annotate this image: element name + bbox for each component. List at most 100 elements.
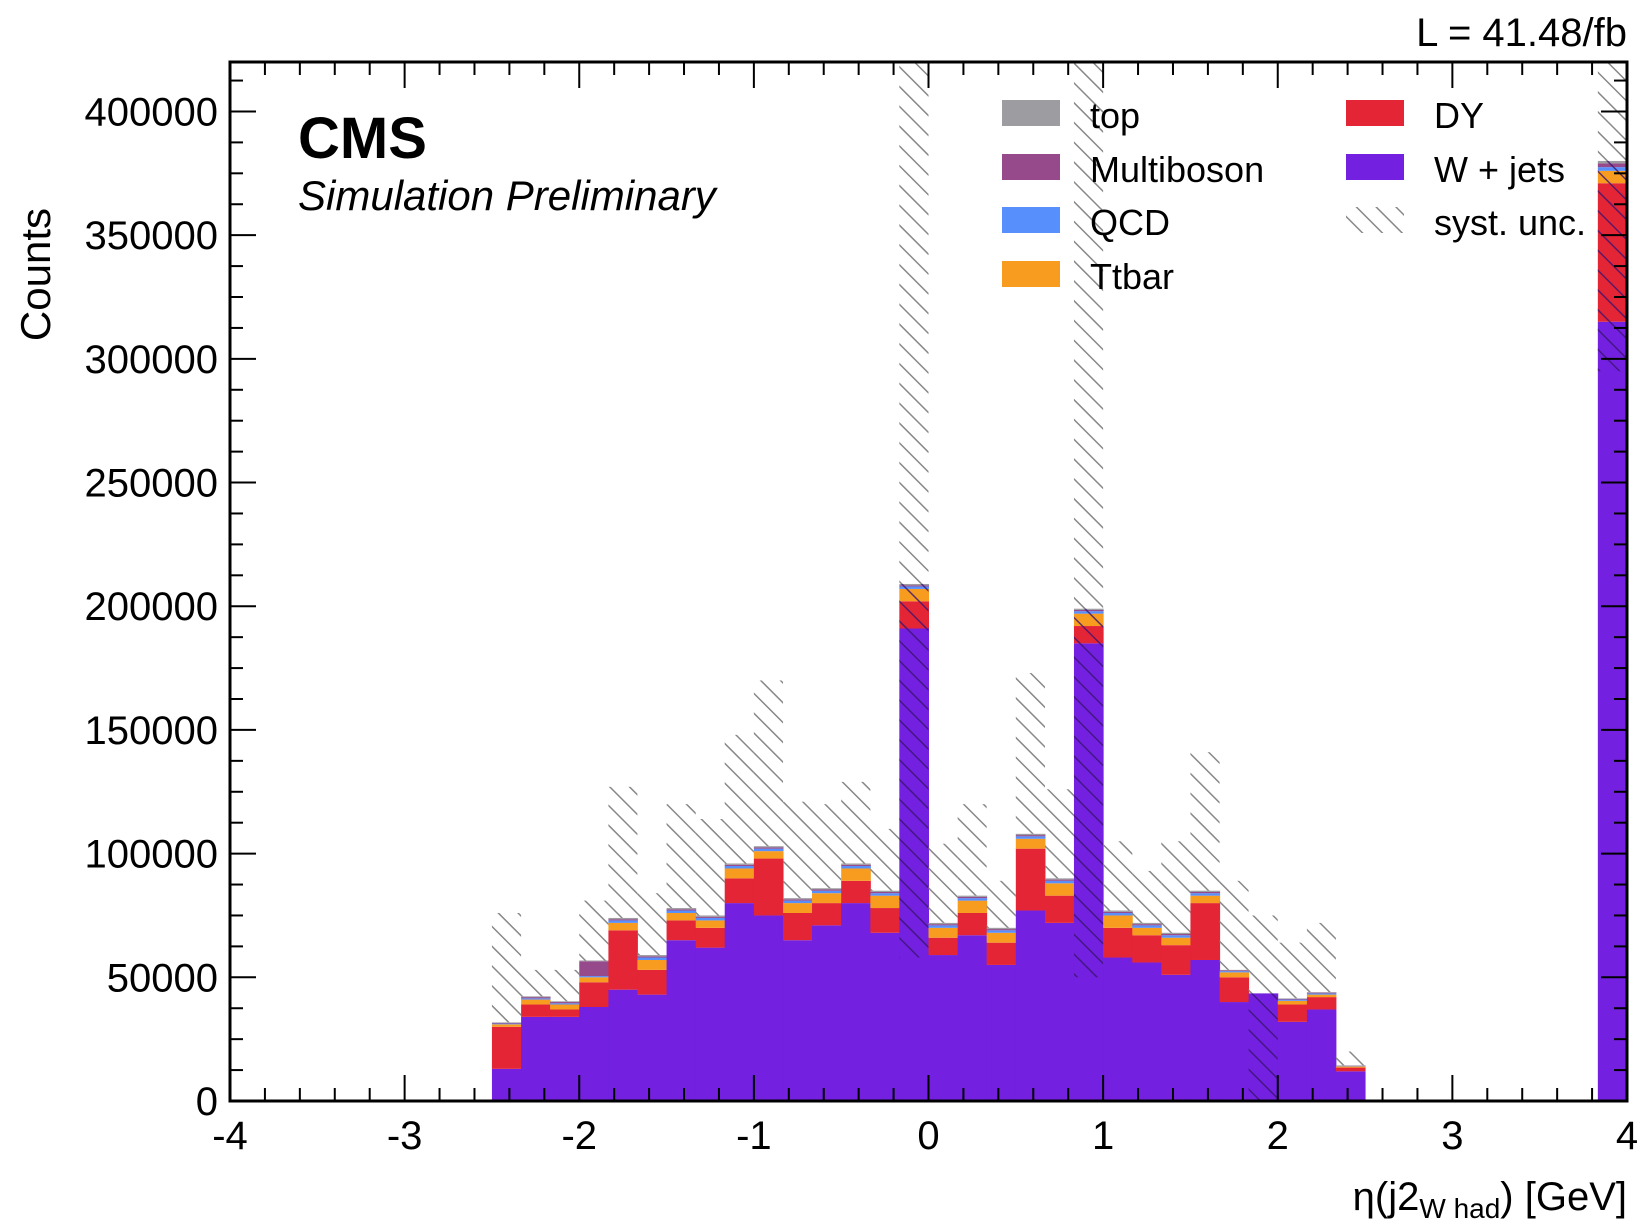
y-axis-label: Counts [12, 208, 59, 341]
bar-w-jets-bin-19 [1044, 922, 1075, 1101]
legend-swatch-1 [1002, 154, 1060, 180]
bar-multiboson-bin-3 [579, 961, 609, 977]
bar-w-jets-bin-22 [1132, 962, 1162, 1101]
syst-unc-lower-bin-20 [1073, 608, 1104, 978]
syst-unc-upper-bin-9 [753, 680, 784, 847]
bar-multiboson-bin-10 [783, 899, 813, 901]
bar-top-bin-1 [521, 996, 551, 998]
syst-unc-upper-bin-20 [1073, 62, 1104, 609]
bar-dy-bin-0 [491, 1026, 522, 1069]
y-tick-label: 400000 [85, 90, 218, 134]
bar-multiboson-bin-21 [1103, 911, 1133, 913]
bar-dy-bin-8 [724, 878, 755, 904]
syst-unc-upper-bin-1 [521, 969, 551, 997]
bar-w-jets-bin-9 [753, 915, 784, 1101]
bar-w-jets-bin-24 [1190, 959, 1221, 1101]
legend-label: Ttbar [1090, 256, 1174, 297]
syst-unc-upper-bin-24 [1190, 752, 1220, 891]
bar-w-jets-bin-7 [695, 947, 726, 1101]
syst-unc-upper-bin-13 [870, 828, 900, 891]
bar-ttbar-bin-29 [1335, 1066, 1366, 1068]
syst-unc-upper-bin-4 [608, 786, 638, 918]
legend-label: DY [1434, 95, 1484, 136]
legend: top Multiboson QCD Ttbar DY W + jets syst. unc… [1002, 95, 1586, 297]
bar-top-bin-16 [957, 895, 988, 897]
bar-dy-bin-29 [1335, 1067, 1366, 1072]
bar-ttbar-bin-15 [928, 927, 959, 938]
bar-ttbar-bin-27 [1277, 1000, 1308, 1005]
bar-qcd-bin-25 [1219, 971, 1250, 973]
bar-ttbar-bin-1 [521, 999, 551, 1005]
bar-qcd-bin-5 [637, 957, 668, 960]
bar-qcd-bin-9 [753, 848, 784, 852]
syst-unc-upper-bin-8 [724, 734, 754, 864]
x-axis-label: η(j2W had) [GeV] [1353, 1175, 1627, 1224]
x-tick-label: 1 [1092, 1114, 1114, 1158]
bar-multiboson-bin-6 [666, 909, 697, 911]
syst-unc-upper-bin-27 [1277, 942, 1307, 999]
bar-top-bin-15 [928, 922, 959, 925]
bar-multiboson-bin-13 [870, 891, 900, 894]
legend-label: QCD [1090, 202, 1170, 243]
bar-multiboson-bin-2 [550, 1002, 580, 1004]
bar-multiboson-bin-0 [491, 1022, 522, 1024]
bar-multiboson-bin-4 [608, 919, 638, 921]
bar-w-jets-bin-29 [1335, 1071, 1366, 1101]
bar-dy-bin-10 [783, 912, 813, 941]
bar-qcd-bin-21 [1103, 912, 1133, 916]
bar-qcd-bin-13 [870, 893, 900, 896]
bar-top-bin-10 [783, 898, 813, 900]
bar-w-jets-bin-8 [724, 903, 755, 1101]
bar-qcd-bin-2 [550, 1003, 580, 1005]
syst-unc-layer [491, 62, 1627, 1101]
bar-ttbar-bin-0 [491, 1024, 522, 1027]
bar-multiboson-bin-17 [986, 929, 1017, 931]
bar-top-bin-7 [695, 915, 726, 917]
bar-dy-bin-25 [1219, 977, 1250, 1003]
bar-w-jets-bin-13 [870, 932, 900, 1101]
axes-layer: -4 -3 -2 -1 0 1 2 3 4 0 50000 100000 150000 200000 250… [85, 60, 1638, 1158]
bar-w-jets-bin-2 [550, 1016, 580, 1101]
bar-ttbar-bin-22 [1132, 927, 1162, 936]
legend-label: syst. unc. [1434, 202, 1586, 243]
x-tick-label: -1 [736, 1114, 772, 1158]
syst-unc-upper-bin-5 [637, 893, 667, 956]
bar-top-bin-4 [608, 917, 638, 920]
syst-unc-upper-bin-23 [1161, 841, 1191, 933]
syst-unc-lower-bin-14 [899, 583, 929, 958]
bar-ttbar-bin-17 [986, 932, 1017, 943]
bar-w-jets-bin-23 [1161, 974, 1191, 1101]
bar-w-jets-bin-11 [812, 925, 842, 1101]
syst-unc-upper-bin-2 [550, 969, 580, 1002]
bar-dy-bin-16 [957, 912, 988, 936]
bar-top-bin-13 [870, 890, 900, 892]
bar-top-bin-17 [986, 927, 1017, 930]
bar-ttbar-bin-24 [1190, 895, 1221, 904]
y-tick-label: 200000 [85, 585, 218, 629]
bar-multiboson-bin-24 [1190, 891, 1221, 894]
bar-dy-bin-7 [695, 927, 726, 948]
bar-w-jets-bin-25 [1219, 1002, 1250, 1101]
bar-w-jets-bin-18 [1015, 910, 1046, 1101]
bar-multiboson-bin-11 [812, 889, 842, 891]
bar-w-jets-bin-17 [986, 964, 1017, 1101]
bar-qcd-bin-24 [1190, 893, 1221, 896]
bar-multiboson-bin-5 [637, 956, 668, 958]
bar-qcd-bin-10 [783, 900, 813, 904]
bar-qcd-bin-12 [841, 865, 871, 869]
bar-qcd-bin-15 [928, 925, 959, 928]
bar-qcd-bin-7 [695, 917, 726, 921]
bar-dy-bin-4 [608, 930, 638, 990]
bar-dy-bin-5 [637, 969, 668, 995]
syst-unc-upper-bin-7 [695, 818, 725, 916]
bar-dy-bin-17 [986, 942, 1017, 965]
bar-ttbar-bin-8 [724, 868, 755, 879]
bar-top-bin-24 [1190, 890, 1221, 892]
bar-w-jets-overflow [1597, 321, 1627, 1101]
bar-ttbar-bin-6 [666, 912, 697, 921]
bar-top-bin-5 [637, 955, 668, 957]
bar-dy-bin-9 [753, 858, 784, 916]
bar-dy-bin-21 [1103, 927, 1133, 958]
syst-unc-upper-bin-12 [841, 781, 871, 864]
syst-unc-upper-bin-3 [579, 900, 609, 961]
